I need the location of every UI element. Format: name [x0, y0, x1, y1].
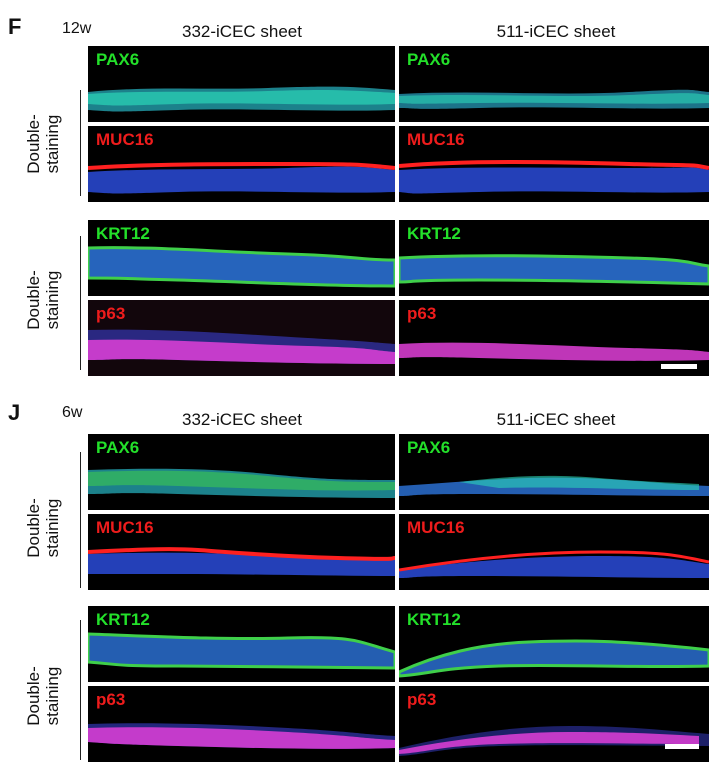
muc16-staining-image — [88, 547, 395, 576]
micrograph-f-332-krt12: KRT12 — [88, 220, 395, 296]
panel-j-timepoint: 6w — [62, 404, 83, 421]
krt12-staining-image — [399, 639, 709, 678]
panel-j-group1-bracket — [80, 452, 81, 588]
stain-label-muc16: MUC16 — [96, 130, 154, 149]
micrograph-j-332-p63: p63 — [88, 686, 395, 762]
micrograph-f-332-pax6: PAX6 — [88, 46, 395, 122]
panel-f-timepoint: 12w — [62, 20, 92, 37]
scale-bar — [665, 744, 699, 749]
muc16-staining-image — [399, 160, 709, 194]
panel-f-group1-bracket — [80, 90, 81, 196]
pax6-staining-image — [399, 89, 709, 109]
panel-letter-f: F — [8, 14, 22, 39]
muc16-staining-image — [88, 162, 395, 194]
stain-label-pax6: PAX6 — [407, 50, 451, 69]
micrograph-f-511-pax6: PAX6 — [399, 46, 709, 122]
krt12-staining-image — [399, 254, 709, 286]
panel-j-group1-side-label: Double-staining — [24, 498, 62, 558]
panel-f-group2-bracket — [80, 236, 81, 370]
pax6-staining-image — [88, 86, 395, 112]
stain-label-krt12: KRT12 — [407, 224, 461, 243]
stain-label-krt12: KRT12 — [407, 610, 461, 629]
panel-j-column-title-332: 332-iCEC sheet — [181, 410, 302, 429]
scale-bar — [661, 364, 697, 369]
panel-j-group2-side-label: Double-staining — [24, 666, 62, 726]
stain-label-pax6: PAX6 — [96, 50, 140, 69]
stain-label-krt12: KRT12 — [96, 224, 150, 243]
pax6-staining-image — [399, 475, 709, 496]
krt12-staining-image — [88, 632, 395, 670]
p63-staining-image — [88, 329, 395, 364]
stain-label-muc16: MUC16 — [407, 130, 465, 149]
micrograph-j-511-muc16: MUC16 — [399, 514, 709, 590]
stain-label-muc16: MUC16 — [96, 518, 154, 537]
micrograph-j-332-muc16: MUC16 — [88, 514, 395, 590]
stain-label-p63: p63 — [96, 304, 126, 323]
micrograph-f-511-krt12: KRT12 — [399, 220, 709, 296]
pax6-staining-image — [88, 468, 395, 498]
stain-label-pax6: PAX6 — [96, 438, 140, 457]
stain-label-muc16: MUC16 — [407, 518, 465, 537]
krt12-staining-image — [88, 246, 395, 288]
panel-j-column-title-511: 511-iCEC sheet — [496, 410, 616, 429]
micrograph-j-511-krt12: KRT12 — [399, 606, 709, 682]
panel-letter-j: J — [8, 400, 21, 425]
micrograph-j-511-p63: p63 — [399, 686, 709, 762]
stain-label-krt12: KRT12 — [96, 610, 150, 629]
panel-f-column-title-332: 332-iCEC sheet — [181, 22, 302, 41]
micrograph-j-511-pax6: PAX6 — [399, 434, 709, 510]
stain-label-p63: p63 — [96, 690, 126, 709]
muc16-staining-image — [399, 550, 709, 578]
micrograph-f-511-muc16: MUC16 — [399, 126, 709, 202]
p63-staining-image — [88, 723, 395, 749]
stain-label-p63: p63 — [407, 304, 437, 323]
p63-staining-image — [399, 342, 709, 361]
panel-f-group1-side-label: Double-staining — [24, 114, 62, 174]
panel-f-column-title-511: 511-iCEC sheet — [496, 22, 616, 41]
stain-label-pax6: PAX6 — [407, 438, 451, 457]
micrograph-f-511-p63: p63 — [399, 300, 709, 376]
micrograph-f-332-p63: p63 — [88, 300, 395, 376]
micrograph-j-332-pax6: PAX6 — [88, 434, 395, 510]
panel-j-group2-bracket — [80, 620, 81, 760]
panel-f-group2-side-label: Double-staining — [24, 270, 62, 330]
micrograph-j-332-krt12: KRT12 — [88, 606, 395, 682]
stain-label-p63: p63 — [407, 690, 437, 709]
micrograph-f-332-muc16: MUC16 — [88, 126, 395, 202]
p63-staining-image — [399, 726, 709, 756]
